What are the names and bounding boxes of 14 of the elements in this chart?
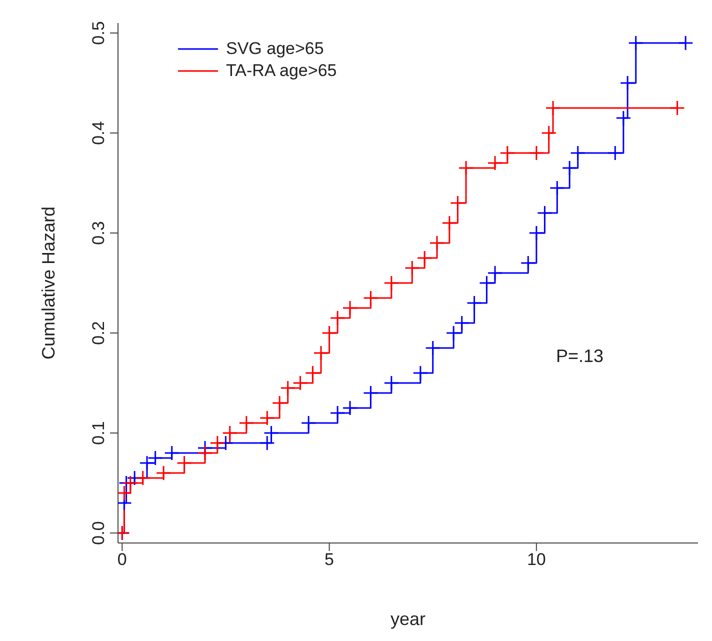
annotation: P=.13 — [556, 346, 604, 367]
x-tick-label: 0 — [117, 550, 127, 570]
y-tick-label: 0.0 — [89, 521, 108, 545]
y-tick-label: 0.2 — [89, 321, 108, 345]
y-tick-label: 0.3 — [89, 221, 108, 245]
y-tick-label: 0.4 — [89, 121, 108, 145]
x-tick-label: 10 — [526, 550, 546, 570]
y-axis-title: Cumulative Hazard — [38, 206, 58, 360]
legend-label: TA-RA age>65 — [226, 61, 337, 81]
y-tick-label: 0.1 — [89, 421, 108, 445]
x-axis-title: year — [390, 609, 426, 629]
y-tick-label: 0.5 — [89, 21, 108, 45]
x-tick-label: 5 — [324, 550, 334, 570]
legend-label: SVG age>65 — [226, 39, 324, 59]
